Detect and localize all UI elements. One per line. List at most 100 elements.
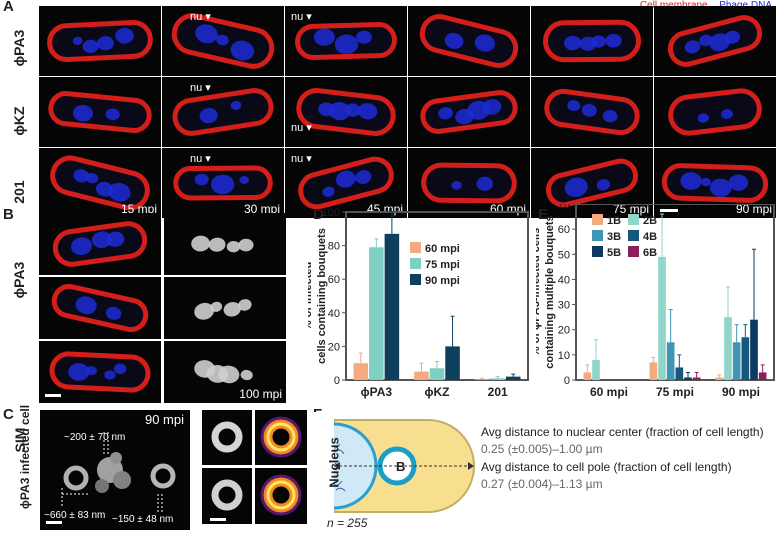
y-axis-title-line2: cells containing bouquets xyxy=(316,228,328,364)
time-label-6: 90 mpi xyxy=(735,202,772,216)
legend-swatch xyxy=(410,274,421,285)
micrograph-a-r1-c1 xyxy=(39,6,161,76)
bacterium-schematic xyxy=(310,412,475,522)
bar-E-2-1 xyxy=(724,317,732,380)
legend-label: 5B xyxy=(607,247,621,259)
panel-a-letter: A xyxy=(3,0,14,15)
measure-150: ~150 ± 48 nm xyxy=(112,514,174,525)
micrograph-a-r3-c5: 75 mpi xyxy=(531,148,653,218)
bar-D-0-0 xyxy=(353,363,369,380)
row-label-phikz: ϕKZ xyxy=(11,106,27,136)
panel-a-scale-bar xyxy=(660,209,678,212)
micrograph-a-r3-c4: 60 mpi xyxy=(408,148,530,218)
x-category-label: 60 mpi xyxy=(590,385,628,399)
micrograph-b-r3-c1 xyxy=(39,341,161,403)
legend-label: 60 mpi xyxy=(425,243,460,255)
micrograph-a-r1-c4 xyxy=(408,6,530,76)
micrograph-a-r3-c3: 45 mpi nu ▾ xyxy=(285,148,407,218)
legend-label: 6B xyxy=(643,247,657,259)
nucleus-arrow-label: nu ▾ xyxy=(190,153,211,165)
dist-center-value: 0.25 (±0.005)–1.00 µm xyxy=(481,442,603,456)
legend-label: 4B xyxy=(643,231,657,243)
micrograph-b-r1-c2 xyxy=(164,213,286,275)
micrograph-a-r2-c5 xyxy=(531,77,653,147)
y-tick-label: 20 xyxy=(558,325,570,337)
time-label-1: 15 mpi xyxy=(120,202,157,216)
legend-swatch xyxy=(628,214,639,225)
bouquet-label: B xyxy=(396,459,406,474)
panel-e-letter: E xyxy=(538,206,549,223)
micrograph-a-r2-c4 xyxy=(408,77,530,147)
micrograph-a-r1-c5 xyxy=(531,6,653,76)
legend-label: 3B xyxy=(607,231,621,243)
bar-D-2-2 xyxy=(505,376,521,380)
bar-E-2-0 xyxy=(715,377,724,380)
legend-label: 90 mpi xyxy=(425,275,460,287)
y-tick-label: 50 xyxy=(558,249,570,261)
y-tick-label: 0 xyxy=(564,375,570,387)
measure-200: ~200 ± 70 nm xyxy=(64,432,126,443)
legend-label: 2B xyxy=(643,215,657,227)
bar-E-2-3 xyxy=(741,337,750,380)
micrograph-a-r2-c6 xyxy=(654,77,776,147)
panel-c-letter: C xyxy=(3,406,14,423)
n-label: n = 255 xyxy=(327,516,368,530)
nucleus-label: Nucleus xyxy=(326,437,342,488)
bar-E-1-4 xyxy=(684,377,692,380)
micrograph-a-r3-c6: 90 mpi xyxy=(654,148,776,218)
micrograph-b-r3-c2: 100 mpi xyxy=(164,341,286,403)
bar-D-2-0 xyxy=(474,379,490,380)
legend-swatch xyxy=(628,246,639,257)
dist-center-title: Avg distance to nuclear center (fraction… xyxy=(481,425,764,439)
row-label-phipa3: ϕPA3 xyxy=(11,29,27,67)
x-category-label: 90 mpi xyxy=(722,385,760,399)
measure-660: ~660 ± 83 nm xyxy=(44,510,106,521)
legend-label: 1B xyxy=(607,215,621,227)
micrograph-b-r1-c1 xyxy=(39,213,161,275)
bar-D-2-1 xyxy=(490,378,505,380)
y-tick-label: 60 xyxy=(558,224,570,236)
legend-swatch xyxy=(410,258,421,269)
time-label-2: 30 mpi xyxy=(243,202,280,216)
nucleus-arrow-label: nu ▾ xyxy=(190,11,211,23)
legend-swatch xyxy=(592,214,603,225)
legend-swatch xyxy=(592,246,603,257)
panel-d-letter: D xyxy=(313,206,324,223)
bar-E-1-2 xyxy=(666,342,675,380)
bar-E-1-0 xyxy=(649,362,658,380)
sim-cell-label: ϕPA3 infected cell xyxy=(18,404,32,510)
x-category-label: ϕKZ xyxy=(425,385,450,399)
y-tick-label: 60 xyxy=(328,274,340,286)
bar-D-1-2 xyxy=(445,346,460,380)
y-tick-label: 100 xyxy=(322,207,340,219)
y-axis-title-line1: % of infected xyxy=(308,262,314,330)
time-label-5: 75 mpi xyxy=(612,202,649,216)
panel-b-row-label: ϕPA3 xyxy=(11,261,27,299)
x-category-label: 75 mpi xyxy=(656,385,694,399)
plot-frame xyxy=(575,204,775,381)
figure-legend: Cell membrane Phage DNA xyxy=(640,0,772,11)
y-tick-label: 0 xyxy=(334,375,340,387)
nucleus-arrow-label: nu ▾ xyxy=(190,82,211,94)
dist-pole-value: 0.27 (±0.004)–1.13 µm xyxy=(481,477,603,491)
sim-ring-gray-1 xyxy=(202,410,252,465)
nucleus-arrow-label: nu ▾ xyxy=(291,153,312,165)
legend-swatch xyxy=(592,230,603,241)
y-axis-title-line2: containing multiple bouquets xyxy=(544,215,556,368)
bar-D-1-1 xyxy=(429,368,445,380)
y-tick-label: 40 xyxy=(558,274,570,286)
bar-E-2-5 xyxy=(758,372,767,380)
y-tick-label: 70 xyxy=(558,204,570,211)
bar-D-1-0 xyxy=(414,371,429,380)
micrograph-b-r2-c1 xyxy=(39,277,161,339)
x-category-label: 201 xyxy=(488,385,508,399)
sim-ring-heat-2 xyxy=(255,468,307,524)
sim-ring-gray-2 xyxy=(202,468,252,524)
bar-E-1-1 xyxy=(658,256,666,380)
micrograph-a-r2-c1 xyxy=(39,77,161,147)
legend-swatch xyxy=(628,230,639,241)
y-tick-label: 80 xyxy=(328,241,340,253)
